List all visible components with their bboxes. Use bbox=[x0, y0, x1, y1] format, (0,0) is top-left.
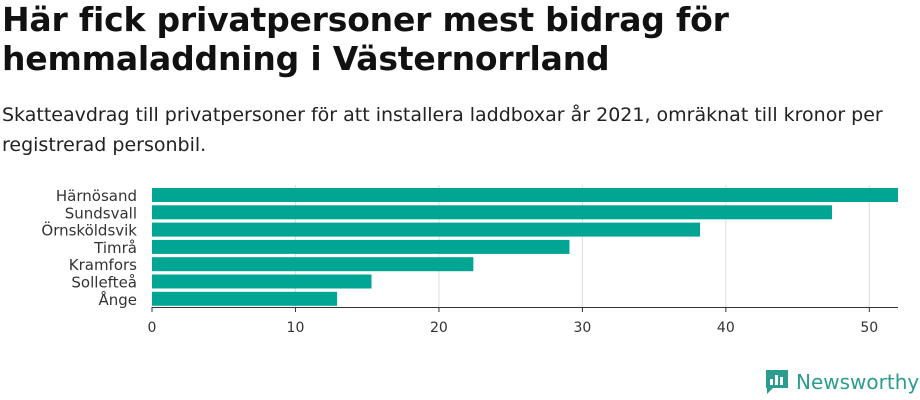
bar-1 bbox=[152, 188, 898, 202]
chart-title: Här fick privatpersoner mest bidrag för … bbox=[2, 0, 729, 78]
bar-3 bbox=[152, 222, 701, 237]
category-label: Ånge bbox=[98, 290, 137, 309]
category-label: Kramfors bbox=[69, 256, 137, 274]
brand-name: Newsworthy bbox=[796, 370, 920, 394]
newsworthy-logo-icon bbox=[766, 370, 788, 394]
bar-2 bbox=[152, 205, 833, 220]
category-label: Timrå bbox=[93, 239, 137, 257]
category-label: Örnsköldsvik bbox=[41, 221, 137, 240]
category-label: Sollefteå bbox=[71, 274, 137, 292]
bar-4 bbox=[152, 239, 570, 254]
brand-logo: Newsworthy bbox=[764, 368, 919, 396]
category-label: Härnösand bbox=[56, 187, 137, 205]
x-tick-label: 0 bbox=[148, 320, 157, 336]
x-tick-label: 10 bbox=[287, 320, 305, 336]
x-tick-label: 50 bbox=[860, 320, 878, 336]
bar-6 bbox=[152, 274, 372, 289]
chart-subtitle: Skatteavdrag till privatpersoner för att… bbox=[2, 104, 883, 156]
x-tick-label: 40 bbox=[717, 320, 735, 336]
bar-5 bbox=[152, 257, 474, 272]
category-label: Sundsvall bbox=[65, 204, 137, 222]
x-tick-label: 20 bbox=[430, 320, 448, 336]
bar-chart: HärnösandSundsvallÖrnsköldsvikTimråKramf… bbox=[41, 185, 898, 336]
x-tick-label: 30 bbox=[573, 320, 591, 336]
bar-7 bbox=[152, 291, 338, 306]
